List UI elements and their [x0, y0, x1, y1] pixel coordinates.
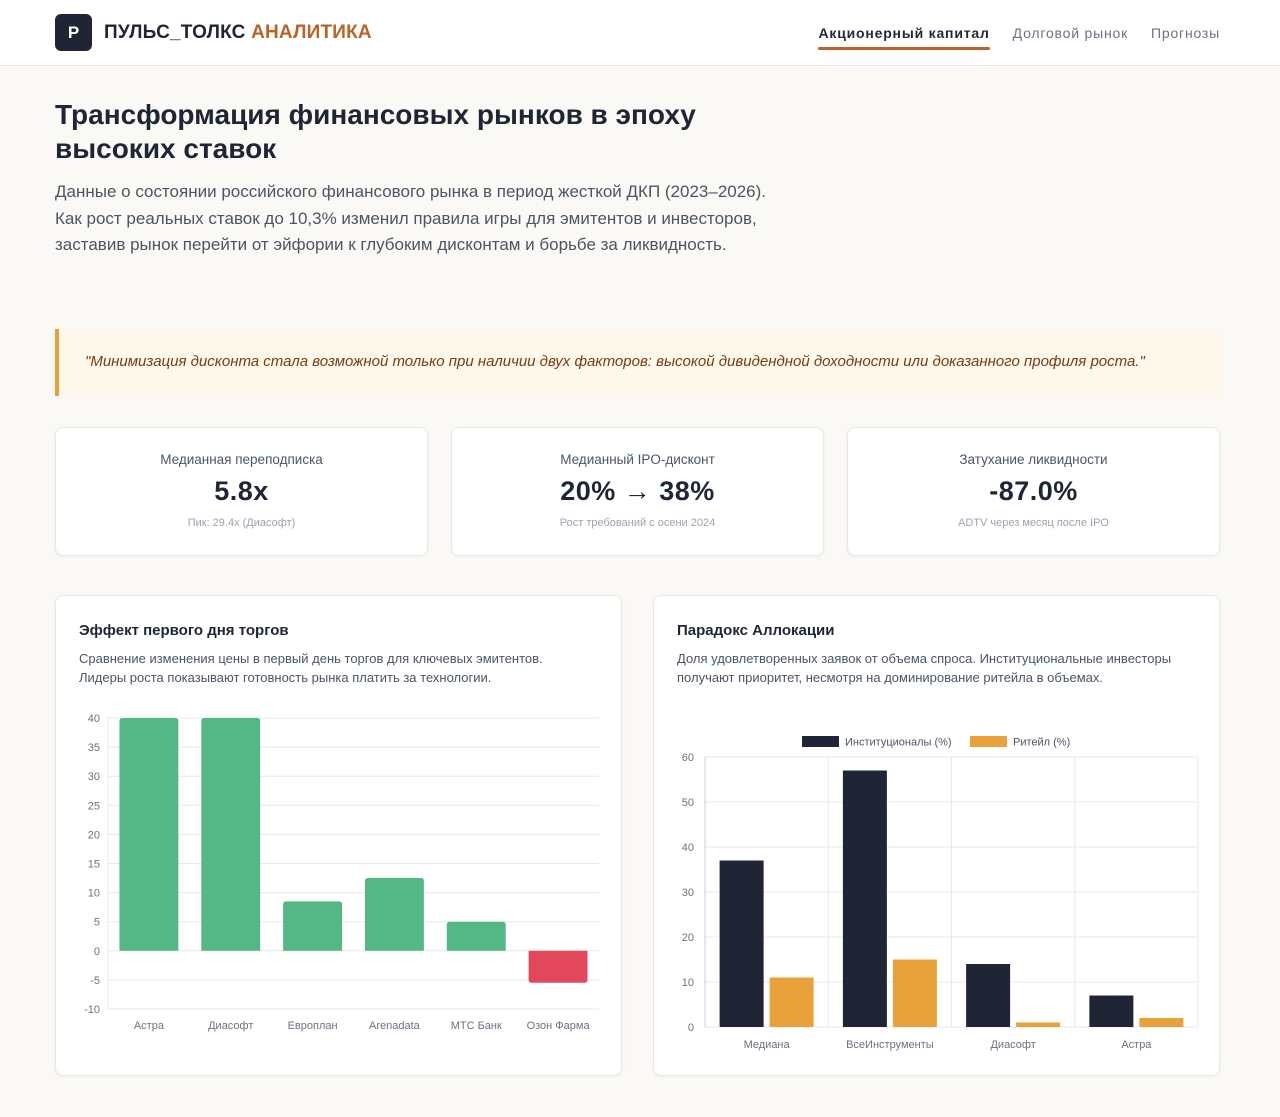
y-tick-label: 5 [94, 917, 100, 929]
y-tick-label: -5 [90, 975, 100, 987]
y-tick-label: 50 [682, 797, 694, 809]
bar [1139, 1018, 1184, 1027]
kpi-value: 20% → 38% [560, 476, 715, 506]
bar [201, 718, 261, 951]
legend-swatch [970, 736, 1007, 747]
y-tick-label: 10 [682, 977, 694, 989]
chart-title: Парадокс Аллокации [677, 622, 835, 639]
bar [892, 959, 937, 1027]
kpi-label: Затухание ликвидности [959, 452, 1108, 467]
chart-description: Сравнение изменения цены в первый день т… [79, 651, 543, 685]
quote-block: "Минимизация дисконта стала возможной то… [55, 329, 1221, 396]
kpi-value: -87.0% [989, 476, 1078, 506]
kpi-value: 5.8x [214, 476, 269, 506]
legend-label: Ритейл (%) [1013, 737, 1070, 749]
y-tick-label: 15 [88, 859, 100, 871]
x-tick-label: Диасофт [208, 1020, 253, 1032]
nav-debt-market[interactable]: Долговой рынок [1012, 25, 1129, 41]
bar [842, 770, 887, 1027]
x-tick-label: Астра [134, 1020, 165, 1032]
bar [1089, 995, 1134, 1027]
brand-part1: ПУЛЬС_ТОЛКС [104, 22, 246, 43]
y-tick-label: -10 [84, 1004, 100, 1016]
y-tick-label: 0 [94, 946, 100, 958]
header: P ПУЛЬС_ТОЛКС АНАЛИТИКА Акционерный капи… [0, 0, 1280, 66]
brand-name[interactable]: ПУЛЬС_ТОЛКС АНАЛИТИКА [104, 22, 372, 44]
y-tick-label: 30 [682, 887, 694, 899]
logo-icon[interactable]: P [55, 14, 92, 51]
first-day-chart-card: Эффект первого дня торгов Сравнение изме… [55, 595, 622, 1076]
x-tick-label: Arenadata [369, 1020, 421, 1032]
bar [364, 878, 424, 951]
kpi-note: ADTV через месяц после IPO [958, 517, 1109, 529]
kpi-card-liquidity: Затухание ликвидности -87.0% ADTV через … [847, 427, 1220, 556]
allocation-bar-chart: Институционалы (%) Ритейл (%) 60 50 40 30 20 10… [682, 736, 1199, 1051]
y-tick-label: 10 [88, 888, 100, 900]
kpi-note: Пик: 29.4x (Диасофт) [187, 517, 296, 529]
bar [528, 950, 588, 983]
y-tick-label: 0 [688, 1022, 694, 1034]
x-tick-label: ВсеИнструменты [846, 1039, 934, 1051]
legend-swatch [802, 736, 839, 747]
page-intro: Данные о состоянии российского финансово… [55, 182, 767, 254]
y-tick-label: 30 [88, 771, 100, 783]
bar [769, 977, 814, 1027]
x-tick-label: Медиана [744, 1039, 791, 1051]
nav-forecasts[interactable]: Прогнозы [1151, 25, 1220, 41]
allocation-chart-card: Парадокс Аллокации Доля удовлетворенных … [653, 595, 1220, 1076]
x-tick-label: Диасофт [990, 1039, 1035, 1051]
page-title: Трансформация финансовых рынков в эпоху … [55, 99, 696, 164]
chart-description: Доля удовлетворенных заявок от объема сп… [677, 651, 1172, 685]
legend-label: Институционалы (%) [845, 737, 952, 749]
y-tick-label: 20 [682, 932, 694, 944]
kpi-card-oversubscription: Медианная переподписка 5.8x Пик: 29.4x (… [55, 427, 428, 556]
y-tick-label: 35 [88, 742, 100, 754]
bar [966, 964, 1011, 1027]
bar [1016, 1022, 1061, 1027]
y-tick-label: 25 [88, 800, 100, 812]
bar [446, 921, 506, 951]
brand-part2: АНАЛИТИКА [251, 22, 372, 43]
kpi-card-ipo-discount: Медианный IPO-дисконт 20% → 38% Рост тре… [451, 427, 824, 556]
first-day-bar-chart: 40 35 30 25 20 15 10 5 0 -5 -10 Астра Диасофт Европла… [84, 713, 599, 1032]
x-tick-label: Европлан [288, 1020, 338, 1032]
bar [119, 718, 179, 951]
y-tick-label: 60 [682, 752, 694, 764]
y-tick-label: 20 [88, 829, 100, 841]
kpi-label: Медианный IPO-дисконт [560, 452, 715, 467]
bar [719, 860, 764, 1027]
kpi-label: Медианная переподписка [160, 452, 323, 467]
x-tick-label: Астра [1121, 1039, 1152, 1051]
x-tick-label: МТС Банк [451, 1020, 502, 1032]
main-nav: Акционерный капитал Долговой рынок Прогн… [795, 0, 1220, 66]
y-tick-label: 40 [682, 842, 694, 854]
kpi-note: Рост требований с осени 2024 [559, 517, 716, 529]
bar [283, 901, 343, 951]
nav-equity[interactable]: Акционерный капитал [818, 0, 990, 66]
chart-title: Эффект первого дня торгов [79, 622, 289, 639]
y-tick-label: 40 [88, 713, 100, 725]
x-tick-label: Озон Фарма [527, 1020, 591, 1032]
